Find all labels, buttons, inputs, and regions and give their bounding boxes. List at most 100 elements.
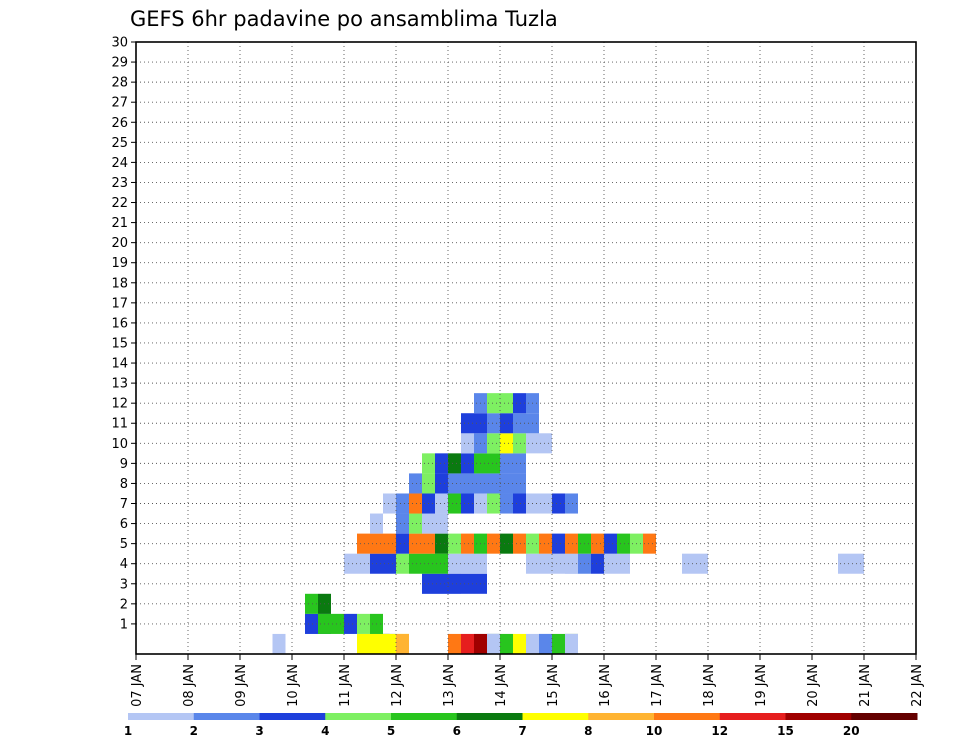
heatmap-cell (357, 613, 370, 634)
y-tick-label: 7 (120, 497, 128, 512)
legend-swatch (719, 713, 786, 720)
legend-label: 20 (843, 724, 860, 738)
legend-swatch (128, 713, 195, 720)
heatmap-cell (383, 533, 396, 554)
legend-swatch (391, 713, 458, 720)
legend-label: 15 (777, 724, 794, 738)
legend-label: 2 (190, 724, 198, 738)
heatmap-cell (448, 473, 461, 494)
heatmap-cell (461, 533, 474, 554)
y-tick-label: 25 (111, 136, 128, 151)
legend-label: 4 (321, 724, 329, 738)
y-tick-label: 27 (111, 96, 128, 111)
x-tick-label: 14 JAN (494, 664, 509, 707)
heatmap-cell (539, 553, 552, 574)
legend-swatch (654, 713, 721, 720)
heatmap-cell (409, 553, 422, 574)
heatmap-cell (461, 553, 474, 574)
y-tick-label: 24 (111, 156, 128, 171)
heatmap-cell (500, 453, 513, 474)
heatmap-cell (500, 633, 513, 654)
legend-swatch (456, 713, 523, 720)
y-tick-label: 23 (111, 176, 128, 191)
legend-swatch (851, 713, 918, 720)
heatmap-cell (526, 633, 539, 654)
x-tick-label: 10 JAN (286, 664, 301, 707)
color-legend: 1 2 3 4 5 6 7 8 10 12 15 20 (124, 713, 918, 738)
heatmap-cell (448, 453, 461, 474)
heatmap-cells (272, 393, 864, 654)
heatmap-cell (539, 493, 552, 514)
heatmap-cell (513, 413, 526, 434)
heatmap-cell (565, 633, 578, 654)
x-tick-label: 18 JAN (702, 664, 717, 707)
y-tick-label: 18 (111, 276, 128, 291)
heatmap-cell (357, 533, 370, 554)
x-tick-label: 09 JAN (234, 664, 249, 707)
y-tick-label: 30 (111, 36, 128, 51)
heatmap-cell (513, 393, 526, 414)
heatmap-cell (461, 413, 474, 434)
heatmap-cell (448, 573, 461, 594)
y-tick-label: 11 (111, 417, 128, 432)
heatmap-cell (487, 633, 500, 654)
legend-swatch (785, 713, 852, 720)
y-tick-label: 21 (111, 216, 128, 231)
plot-frame (135, 41, 917, 655)
legend-label: 12 (711, 724, 728, 738)
heatmap-cell (513, 473, 526, 494)
x-tick-label: 20 JAN (806, 664, 821, 707)
x-tick-label: 13 JAN (442, 664, 457, 707)
x-tick-label: 16 JAN (598, 664, 613, 707)
x-tick-label: 11 JAN (338, 664, 353, 707)
heatmap-cell (461, 453, 474, 474)
heatmap-cell (617, 533, 630, 554)
legend-label: 10 (646, 724, 663, 738)
y-axis-ticks: 1234567891011121314151617181920212223242… (111, 36, 136, 632)
legend-label: 1 (124, 724, 132, 738)
y-tick-label: 15 (111, 336, 128, 351)
heatmap-cell (396, 633, 409, 654)
heatmap-cell (513, 633, 526, 654)
heatmap-cell (539, 533, 552, 554)
heatmap-cell (487, 453, 500, 474)
heatmap-cell (591, 553, 604, 574)
legend-swatch (259, 713, 326, 720)
heatmap-cell (552, 553, 565, 574)
heatmap-cell (370, 633, 383, 654)
legend-label: 7 (518, 724, 526, 738)
heatmap-cell (565, 553, 578, 574)
legend-swatch (522, 713, 589, 720)
heatmap-cell (513, 433, 526, 454)
y-tick-label: 28 (111, 76, 128, 91)
heatmap-cell (357, 553, 370, 574)
x-axis-ticks: 07 JAN 08 JAN 09 JAN 10 JAN 11 JAN 12 JAN 13 J… (130, 654, 925, 707)
heatmap-cell (461, 573, 474, 594)
y-tick-label: 6 (120, 517, 128, 532)
x-tick-label: 15 JAN (546, 664, 561, 707)
legend-swatch (325, 713, 392, 720)
heatmap-cell (513, 533, 526, 554)
heatmap-cell (409, 533, 422, 554)
heatmap-cell (851, 553, 864, 574)
heatmap-cell (643, 533, 656, 554)
heatmap-cell (552, 493, 565, 514)
heatmap-cell (487, 413, 500, 434)
heatmap-cell (461, 493, 474, 514)
heatmap-cell (461, 633, 474, 654)
heatmap-cell (396, 493, 409, 514)
heatmap-cell (305, 593, 318, 614)
heatmap-cell (383, 493, 396, 514)
heatmap-cell (539, 433, 552, 454)
y-tick-label: 4 (120, 557, 128, 572)
legend-label: 8 (584, 724, 592, 738)
y-tick-label: 10 (111, 437, 128, 452)
heatmap-cell (435, 573, 448, 594)
y-tick-label: 29 (111, 56, 128, 71)
heatmap-cell (409, 473, 422, 494)
heatmap-cell (272, 633, 286, 654)
heatmap-cell (539, 633, 552, 654)
y-tick-label: 19 (111, 256, 128, 271)
heatmap-cell (487, 393, 500, 414)
